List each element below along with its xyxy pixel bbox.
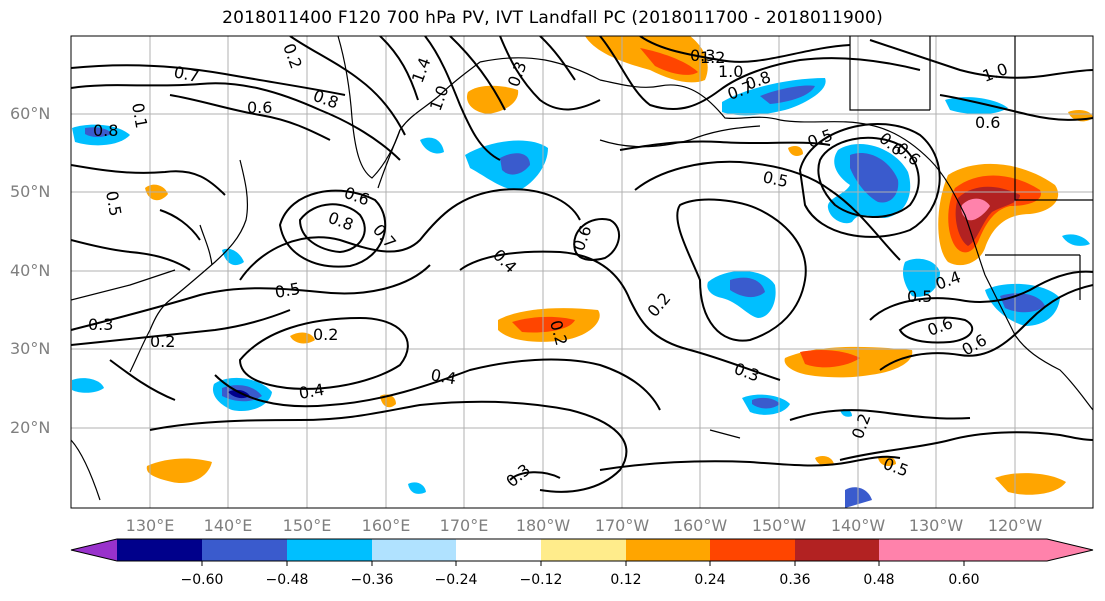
contour-label: 0.6 [247,98,272,117]
colorbar-swatch [287,539,372,561]
contour-label: 0.6 [975,113,1000,132]
colorbar-tick-label: 0.24 [694,572,726,588]
colorbar-tick-label: 0.36 [779,572,811,588]
contour-label: 0.5 [761,167,790,191]
contour-label: 0.3 [88,315,113,334]
colorbar-swatch [795,539,879,561]
lon-label: 140°E [203,516,253,535]
lon-label: 160°W [672,516,728,535]
lon-label: 120°W [987,516,1043,535]
lat-label: 20°N [10,418,51,437]
lat-label: 60°N [10,104,51,123]
colorbar-tick-label: −0.24 [434,572,478,588]
colorbar-extend-high [879,539,1093,561]
contour-label: 0.1 [128,101,151,129]
contour-label: 0.4 [429,365,457,388]
contour-label: 0.5 [907,287,932,306]
contour-label: 1.0 [718,62,743,81]
lon-label: 170°W [594,516,650,535]
colorbar-swatch [541,539,626,561]
contour-label: 0.3 [690,46,715,65]
lat-label: 40°N [10,261,51,280]
map-frame [70,35,1094,509]
colorbar-swatch [710,539,795,561]
colorbar-tick-label: −0.48 [265,572,309,588]
lon-label: 160°E [361,516,411,535]
contour-label: 0.8 [93,121,118,140]
graticule [71,36,1093,508]
contour-label: 0.7 [172,62,201,86]
lat-label: 50°N [10,182,51,201]
colorbar-swatch [372,539,456,561]
lon-label: 150°W [751,516,807,535]
colorbar-swatch [626,539,710,561]
colorbar-swatch [117,539,202,561]
lat-label: 30°N [10,339,51,358]
colorbar-tick-label: −0.60 [180,572,224,588]
lon-label: 130°W [908,516,964,535]
contour-label: 0.4 [297,380,325,403]
contour-label: 0.5 [102,189,125,217]
lon-label: 170°E [439,516,489,535]
contour-label: 0.2 [313,325,338,344]
colorbar-swatch [202,539,287,561]
colorbar-tick-label: −0.36 [350,572,394,588]
colorbar-tick-label: 0.60 [948,572,980,588]
lon-label: 140°W [830,516,886,535]
pv-contours [71,36,1093,493]
colorbar [70,538,1094,566]
lon-label: 130°E [125,516,175,535]
map-panel: 0.7 0.8 0.8 0.6 0.5 0.2 0.1 1.4 1.0 0.3 … [71,36,1093,508]
colorbar-tick-label: −0.12 [519,572,563,588]
contour-label: 0.5 [273,279,301,302]
colorbar-tick-label: 0.48 [863,572,895,588]
contour-label: 1.2 [700,48,725,67]
lon-label: 150°E [282,516,332,535]
lon-label: 180°W [515,516,571,535]
colorbar-extend-low [71,539,117,561]
contour-label: 0.2 [150,332,175,351]
map-title: 2018011400 F120 700 hPa PV, IVT Landfall… [222,8,883,28]
colorbar-tick-label: 0.12 [610,572,642,588]
colorbar-swatch [456,539,541,561]
